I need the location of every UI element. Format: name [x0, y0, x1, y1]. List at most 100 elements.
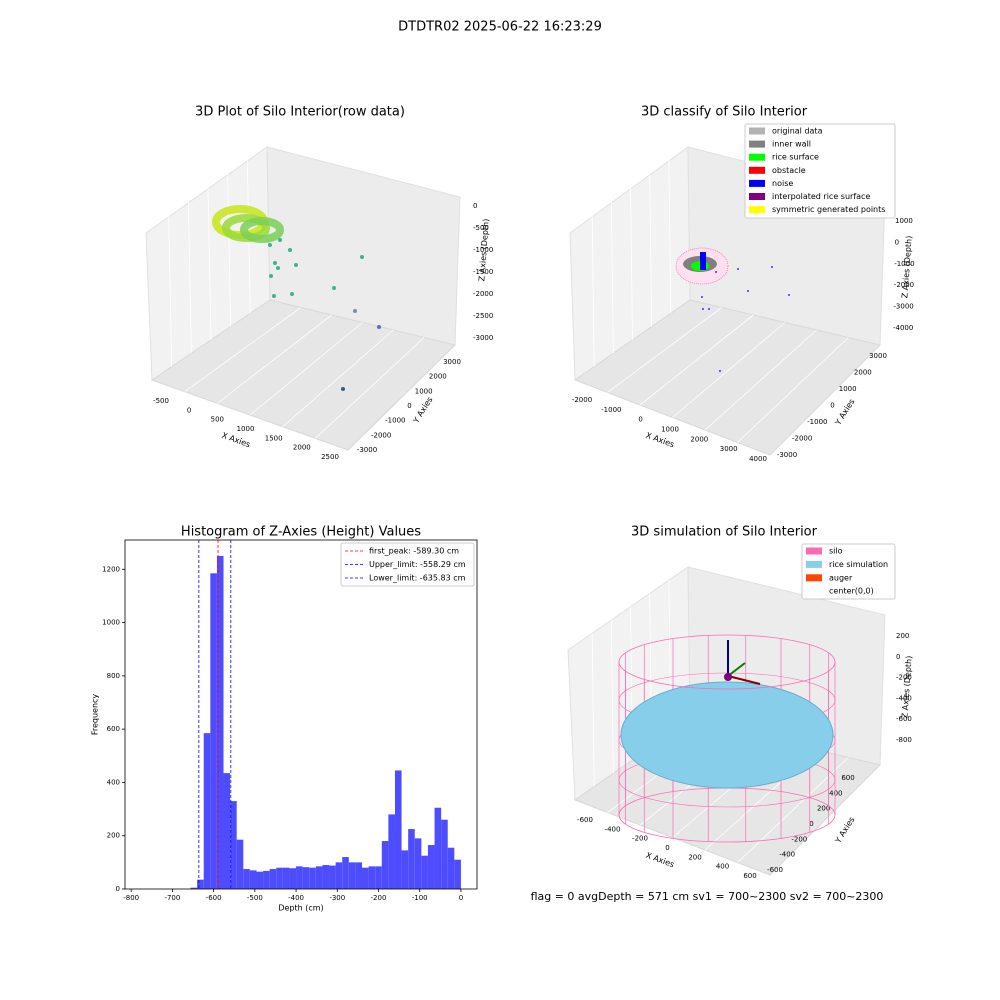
axis-label: Y Axies	[411, 395, 435, 425]
bar	[362, 867, 369, 889]
bar	[335, 862, 343, 889]
x-tick-label: 0	[187, 406, 191, 414]
x-tick-label: 3000	[720, 445, 738, 453]
x-tick-label: 0	[459, 894, 463, 902]
legend-swatch	[806, 587, 822, 595]
point	[377, 325, 381, 329]
bar	[348, 862, 356, 889]
x-tick-label: 600	[743, 872, 756, 880]
x-tick-label: -600	[206, 894, 222, 902]
bar	[289, 868, 297, 889]
bar	[309, 867, 316, 889]
axis-label: Y Axies	[833, 815, 857, 845]
legend-label: Upper_limit: -558.29 cm	[369, 560, 466, 569]
bar	[216, 555, 224, 889]
z-tick-label: 1000	[895, 217, 913, 225]
axis-label: Z Axies (Depth)	[900, 655, 913, 718]
legend-label: original data	[772, 127, 823, 136]
legend-label: symmetric generated points	[772, 205, 885, 214]
pane-grid	[639, 314, 754, 406]
pane-grid	[737, 757, 849, 863]
y-tick-label: 200	[107, 832, 120, 840]
noise	[700, 252, 706, 270]
silo-top	[618, 634, 836, 690]
legend-box	[744, 123, 896, 219]
z-tick-label: -400	[896, 694, 912, 702]
pane-grid	[649, 173, 653, 327]
bar	[355, 862, 363, 889]
legend-swatch	[749, 193, 765, 200]
point	[747, 290, 749, 292]
x-tick-label: 1500	[265, 434, 283, 442]
axis-label: Y Axies	[833, 397, 857, 427]
bar	[315, 866, 323, 889]
center-point	[724, 673, 732, 681]
legend-label: inner wall	[772, 140, 811, 149]
x-tick-label: 2000	[690, 435, 708, 443]
z-tick-label: -2000	[473, 290, 493, 298]
legend-swatch	[749, 127, 765, 135]
legend-swatch	[749, 206, 765, 214]
bar	[427, 845, 435, 889]
y-tick-label: 1000	[839, 385, 857, 393]
x-tick-label: 2500	[321, 453, 339, 461]
point	[272, 294, 276, 298]
legend-box	[801, 543, 896, 600]
pane-grid	[249, 322, 363, 416]
status-text: flag = 0 avgDepth = 571 cm sv1 = 700~230…	[531, 890, 884, 903]
y-tick-label: 3000	[443, 358, 461, 366]
point	[268, 243, 272, 247]
point	[288, 248, 292, 252]
y-tick-label: -1000	[807, 418, 827, 426]
y-tick-label: -200	[791, 835, 807, 843]
bar	[276, 867, 283, 889]
auger-axis	[727, 675, 761, 685]
bar	[421, 855, 428, 889]
z-tick-label: -1000	[473, 246, 493, 254]
legend-label: first_peak: -589.30 cm	[369, 547, 459, 556]
pane-grid	[672, 322, 786, 418]
pane-grid	[187, 200, 192, 354]
x-tick-label: -400	[605, 825, 621, 833]
legend-label: rice simulation	[829, 560, 888, 569]
x-tick-label: -300	[329, 894, 345, 902]
y-tick-label: 1000	[415, 387, 433, 395]
bar	[401, 850, 409, 889]
bar	[296, 866, 303, 889]
legend-swatch	[749, 179, 765, 187]
point-cloud	[240, 217, 284, 243]
bar	[243, 869, 250, 889]
y-tick-label: 400	[107, 778, 120, 786]
axis-label: X Axies	[645, 431, 676, 450]
y-tick-label: -2000	[371, 431, 391, 439]
bar	[210, 573, 217, 889]
y-tick-label: 0	[116, 885, 120, 893]
legend-swatch	[806, 547, 822, 555]
legend-label: obstacle	[772, 166, 806, 175]
axis-label: Z Axies (Depth)	[477, 218, 490, 281]
legend-swatch	[749, 166, 765, 174]
bar	[368, 866, 376, 889]
bar	[263, 870, 270, 889]
x-tick-label: -1000	[601, 406, 621, 414]
x-tick-label: 1000	[661, 426, 679, 434]
axis-label: X Axies	[645, 851, 676, 870]
x-tick-label: 500	[211, 416, 224, 424]
z-tick-label: -2500	[473, 312, 493, 320]
x-tick-label: 2000	[293, 444, 311, 452]
panel-title: 3D Plot of Silo Interior(row data)	[195, 105, 405, 120]
point	[737, 268, 739, 270]
y-tick-label: 600	[841, 774, 854, 782]
pane-grid	[668, 160, 672, 314]
x-tick-label: -200	[632, 835, 648, 843]
x-tick-label: -800	[123, 894, 139, 902]
pane-grid	[207, 186, 212, 341]
y-tick-label: 400	[829, 789, 842, 797]
point	[360, 255, 364, 259]
x-tick-label: 4000	[749, 455, 767, 463]
z-tick-label: -3000	[473, 334, 493, 342]
bar	[302, 867, 310, 889]
y-tick-label: 600	[107, 725, 120, 733]
y-tick-label: 1000	[102, 619, 120, 627]
